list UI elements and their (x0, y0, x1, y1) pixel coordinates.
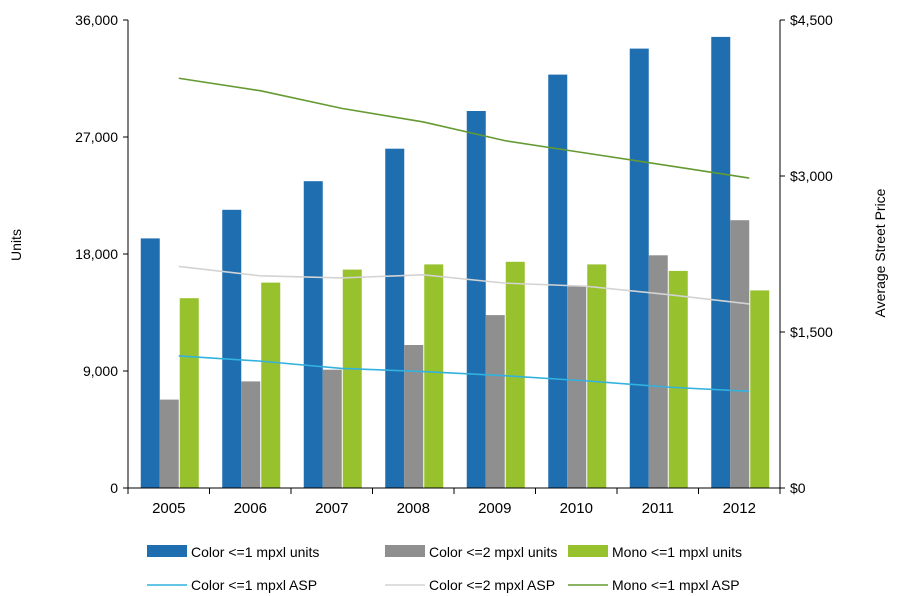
bar-2007-series-3 (342, 269, 362, 488)
bar-2011-series-1 (629, 48, 649, 488)
legend-label-bar-1: Color <=1 mpxl units (191, 544, 319, 560)
y-tick-label: 0 (110, 480, 118, 496)
x-tick-label: 2011 (642, 500, 674, 517)
bar-2012-series-3 (750, 290, 770, 488)
bar-2008-series-2 (404, 345, 424, 488)
legend-swatch-bar-1 (147, 545, 187, 557)
y-tick-label: 36,000 (75, 12, 118, 28)
bar-2012-series-2 (730, 220, 750, 488)
bar-2005-series-2 (159, 399, 179, 488)
y-tick-label: 9,000 (83, 363, 118, 379)
bar-2007-series-2 (322, 369, 342, 488)
bar-2009-series-2 (485, 315, 505, 488)
line-series-2 (178, 265, 750, 305)
bar-2011-series-2 (648, 255, 668, 488)
legend: Color <=1 mpxl units Color <=2 mpxl units… (147, 544, 742, 593)
y2-tick-label: $1,500 (790, 324, 833, 340)
bar-2011-series-3 (668, 270, 688, 488)
bar-2006-series-3 (261, 282, 281, 488)
bar-2009-series-3 (505, 261, 525, 488)
x-tick-label: 2007 (315, 500, 348, 517)
legend-label-bar-2: Color <=2 mpxl units (429, 544, 557, 560)
x-tick-label: 2010 (560, 500, 593, 517)
bar-2008-series-1 (385, 148, 405, 488)
legend-swatch-bar-3 (568, 545, 608, 557)
x-tick-label: 2009 (478, 500, 511, 517)
line-series-1 (178, 355, 750, 393)
bar-2006-series-2 (241, 381, 261, 488)
bar-2008-series-3 (424, 264, 444, 488)
bar-2010-series-3 (587, 264, 607, 488)
axes: Units Average Street Price 0 9,000 18,000 2… (8, 12, 888, 517)
y-tick-label: 27,000 (75, 129, 118, 145)
bar-2012-series-1 (711, 36, 731, 489)
bar-2009-series-1 (466, 111, 486, 488)
legend-label-line-1: Color <=1 mpxl ASP (191, 577, 317, 593)
bar-2010-series-1 (548, 74, 568, 488)
legend-label-line-2: Color <=2 mpxl ASP (429, 577, 555, 593)
legend-swatch-bar-2 (385, 545, 425, 557)
bar-2005-series-3 (179, 298, 199, 488)
x-tick-label: 2012 (723, 500, 756, 517)
x-tick-label: 2005 (152, 500, 185, 517)
y-tick-label: 18,000 (75, 246, 118, 262)
bar-2005-series-1 (140, 238, 160, 488)
bar-2007-series-1 (303, 181, 323, 488)
legend-label-line-3: Mono <=1 mpxl ASP (612, 577, 740, 593)
line-series-3 (178, 77, 750, 179)
y2-axis-title: Average Street Price (872, 188, 888, 317)
legend-label-bar-3: Mono <=1 mpxl units (612, 544, 742, 560)
y-axis-title: Units (8, 229, 24, 261)
y2-tick-label: $3,000 (790, 168, 833, 184)
plot-area (140, 36, 770, 489)
x-tick-label: 2006 (234, 500, 267, 517)
x-tick-label: 2008 (397, 500, 430, 517)
bar-2006-series-1 (222, 209, 242, 489)
y2-tick-label: $0 (790, 480, 806, 496)
y2-tick-label: $4,500 (790, 12, 833, 28)
bar-2010-series-2 (567, 286, 587, 488)
